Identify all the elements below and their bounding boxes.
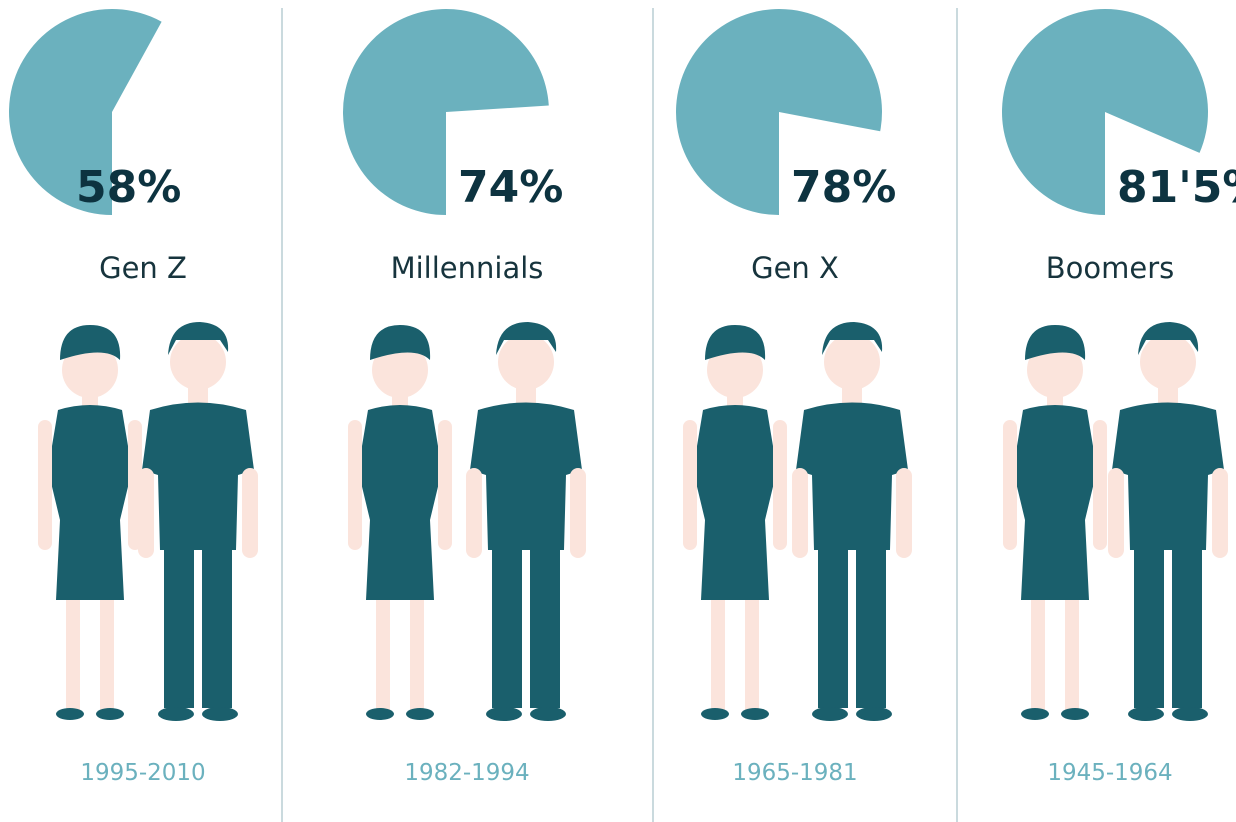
year-range: 1995-2010: [80, 760, 205, 786]
value-label: 74%: [458, 162, 563, 213]
year-range: 1945-1964: [1047, 760, 1172, 786]
value-label: 81'5%: [1117, 162, 1236, 213]
generation-title: Gen X: [751, 251, 839, 285]
generation-title: Millennials: [391, 251, 544, 285]
figures: [38, 322, 1228, 721]
year-range: 1965-1981: [732, 760, 857, 786]
generation-title: Boomers: [1046, 251, 1175, 285]
year-range: 1982-1994: [404, 760, 529, 786]
infographic: 58% Gen Z 1995-2010 74% Millennials 1982-1994…: [0, 0, 1236, 822]
generation-title: Gen Z: [99, 251, 187, 285]
value-label: 78%: [791, 162, 896, 213]
value-label: 58%: [76, 162, 181, 213]
